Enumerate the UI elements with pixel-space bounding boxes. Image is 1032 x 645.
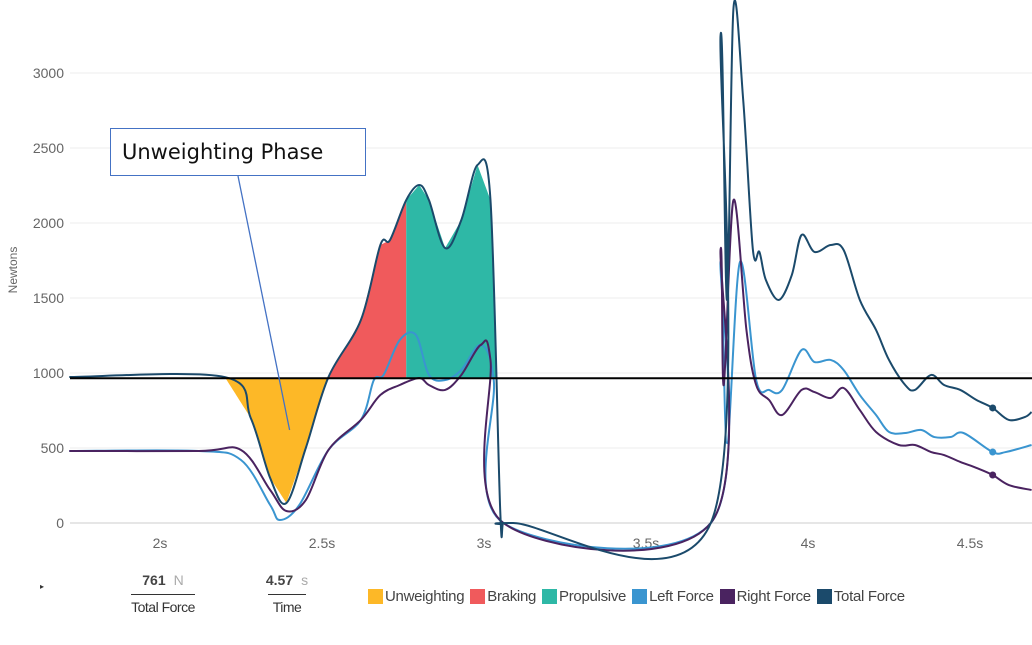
legend-item-unweighting[interactable]: Unweighting [368, 588, 465, 605]
readout-unit: N [173, 572, 184, 588]
collapse-indicator[interactable]: ▸ [40, 582, 45, 591]
legend: Unweighting Braking Propulsive Left Forc… [368, 588, 905, 605]
readout-divider [268, 594, 306, 595]
phase-fill-braking [328, 200, 407, 379]
hover-marker [989, 448, 997, 456]
x-tick-label: 4.5s [957, 535, 983, 551]
y-tick-label: 0 [56, 515, 64, 531]
y-tick-label: 1500 [33, 290, 64, 306]
legend-label: Unweighting [385, 588, 465, 605]
legend-swatch [470, 589, 486, 604]
x-tick-label: 2s [153, 535, 168, 551]
y-tick-label: 1000 [33, 365, 64, 381]
readout-divider [131, 594, 195, 595]
legend-swatch [719, 589, 735, 604]
y-tick-label: 500 [41, 440, 65, 456]
legend-swatch [632, 589, 648, 604]
legend-item-braking[interactable]: Braking [470, 588, 536, 605]
annotation-callout: Unweighting Phase [110, 128, 366, 176]
readout-value: 761 [142, 572, 166, 588]
readout-value: 4.57 [265, 572, 294, 588]
y-tick-label: 2000 [33, 215, 64, 231]
hover-marker [989, 404, 997, 412]
y-axis-label: Newtons [6, 247, 20, 294]
legend-swatch [816, 589, 832, 604]
readout-label: Time [272, 599, 302, 615]
series-line-total-force [69, 0, 1032, 560]
time-readout: 4.57 s Time [255, 572, 319, 615]
legend-label: Left Force [649, 588, 714, 605]
annotation-pointer [237, 175, 291, 431]
y-tick-label: 2500 [33, 140, 64, 156]
x-tick-label: 3s [477, 535, 492, 551]
phase-fill-unweighting [224, 377, 329, 503]
legend-label: Right Force [736, 588, 812, 605]
legend-label: Braking [487, 588, 537, 605]
legend-item-propulsive[interactable]: Propulsive [542, 588, 626, 605]
x-tick-label: 2.5s [309, 535, 335, 551]
total-force-readout: 761 N Total Force [118, 572, 208, 615]
hover-marker [989, 471, 997, 479]
series-line-left-force [69, 260, 1032, 550]
legend-item-left-force[interactable]: Left Force [632, 588, 714, 605]
y-tick-label: 3000 [33, 65, 64, 81]
readout-unit: s [301, 572, 309, 588]
legend-item-right-force[interactable]: Right Force [719, 588, 812, 605]
legend-label: Propulsive [559, 588, 627, 605]
legend-swatch [542, 589, 558, 604]
readout-label: Total Force [131, 599, 195, 615]
legend-item-total-force[interactable]: Total Force [816, 588, 905, 605]
series-line-right-force [69, 198, 1032, 552]
legend-swatch [368, 589, 383, 604]
legend-label: Total Force [833, 588, 905, 605]
x-tick-label: 4s [801, 535, 816, 551]
phase-fill-propulsive [406, 164, 497, 407]
